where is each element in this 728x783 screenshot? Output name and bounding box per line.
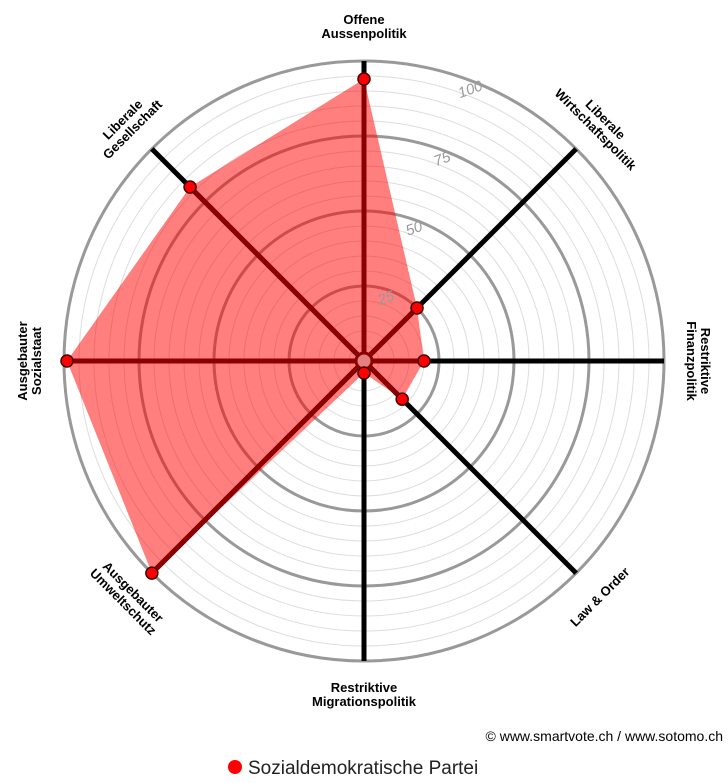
value-spoke xyxy=(188,185,366,363)
data-point xyxy=(145,566,159,580)
legend-label: Sozialdemokratische Partei xyxy=(248,758,478,779)
data-point xyxy=(410,301,424,315)
tick-label: 100 xyxy=(456,77,486,102)
data-point xyxy=(357,366,371,380)
credit: © www.smartvote.ch / www.sotomo.ch xyxy=(486,728,724,744)
tick-label: 75 xyxy=(432,148,454,170)
tick-label: 50 xyxy=(403,218,425,240)
value-spoke xyxy=(150,359,366,575)
tick-label: 25 xyxy=(374,287,397,309)
data-point xyxy=(417,354,431,368)
data-point xyxy=(183,180,197,194)
data-point xyxy=(357,72,371,86)
data-point xyxy=(395,392,409,406)
series-area xyxy=(67,79,424,574)
data-point xyxy=(60,354,74,368)
category-label: Restriktive Migrationspolitik xyxy=(312,680,417,709)
value-spoke xyxy=(362,306,419,363)
category-label: AusgebauterSozialstaat xyxy=(15,321,44,400)
category-label: RestriktiveFinanzpolitik xyxy=(684,321,713,401)
category-label: Offene Aussenpolitik xyxy=(321,12,407,41)
legend-marker xyxy=(228,760,242,774)
